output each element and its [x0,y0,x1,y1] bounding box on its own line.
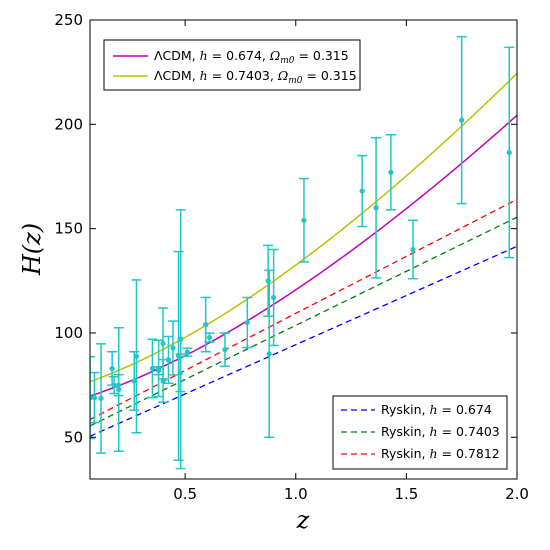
data-marker [388,169,394,175]
data-marker [131,378,137,384]
series-line-ryskin-0674 [90,245,517,437]
data-marker [359,188,365,194]
data-marker [160,378,166,384]
x-tick-label: 0.5 [173,485,197,503]
data-point [268,248,279,347]
data-marker [170,345,176,351]
y-tick-label: 150 [54,220,83,238]
series-line-ryskin-07812 [90,198,517,421]
x-axis-label: z [296,506,310,534]
x-tick-label: 2.0 [505,485,529,503]
data-marker [160,340,166,346]
data-marker [506,149,512,156]
data-marker [222,347,228,353]
data-marker [165,357,172,363]
y-tick-label: 200 [54,115,83,133]
data-point [264,269,275,439]
y-tick-label: 250 [54,11,83,29]
legend-label-ryskin-0674: Ryskin, h = 0.674 [381,402,492,417]
plot-area [90,35,517,470]
legend-label-ryskin-07812: Ryskin, h = 0.7812 [381,446,500,461]
axis-ticks: 0.5 1.0 1.5 2.0 50 100 150 200 250 [54,11,529,503]
legend-label-ryskin-07403: Ryskin, h = 0.7403 [381,424,500,439]
legend-lcdm-frame [103,39,361,91]
data-point [153,339,164,398]
data-point [357,154,368,228]
data-point [113,326,124,453]
data-marker [91,395,98,401]
data-point [504,46,515,259]
legend-label-lcdm-07403: ΛCDM, h = 0.7403, Ωm0 = 0.315 [154,68,357,86]
data-point [242,296,253,349]
plot-frame [89,19,518,480]
data-marker [271,294,277,301]
data-marker [459,117,465,123]
data-marker [156,365,162,372]
y-tick-label: 100 [54,324,83,342]
data-marker [111,382,117,388]
data-point [298,177,309,263]
data-point [182,347,193,357]
data-point [371,136,382,279]
data-marker [133,353,140,359]
legend-lcdm: ΛCDM, h = 0.674, Ωm0 = 0.315 ΛCDM, h = 0… [103,39,361,91]
x-tick-label: 1.5 [394,485,418,503]
data-marker [266,351,272,357]
data-point [200,296,211,353]
data-marker [301,217,307,223]
data-point [109,376,120,395]
data-point [408,219,419,280]
data-marker [116,386,122,393]
data-marker [206,334,213,341]
data-point [385,134,396,211]
data-marker [90,395,93,401]
data-point [131,279,142,434]
x-tick-label: 1.0 [284,485,308,503]
legend-label-lcdm-0674: ΛCDM, h = 0.674, Ωm0 = 0.315 [154,48,349,66]
legend-ryskin: Ryskin, h = 0.674 Ryskin, h = 0.7403 Rys… [332,395,508,470]
data-marker [203,322,209,328]
data-point [96,343,107,454]
data-marker [109,365,115,372]
data-marker [410,246,416,253]
y-tick-label: 50 [64,428,83,446]
data-point [175,209,186,470]
data-point [90,355,95,440]
data-marker [373,205,379,211]
data-point [167,320,178,376]
data-point [129,350,140,411]
data-marker [98,395,104,402]
data-point [204,332,215,343]
data-point [158,358,169,403]
data-point [90,371,100,424]
y-axis-label: H(z) [18,223,46,276]
data-marker [178,336,184,342]
data-point [456,35,467,205]
data-point [219,332,230,368]
data-marker [184,349,190,355]
data-point [147,338,158,399]
data-marker [244,319,250,326]
